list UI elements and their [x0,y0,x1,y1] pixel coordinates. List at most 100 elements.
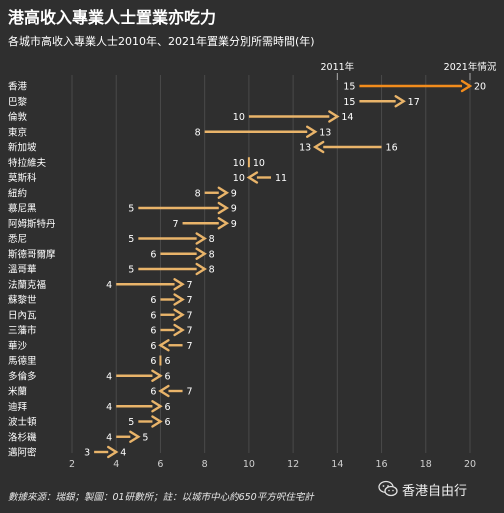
end-value-label: 13 [299,143,311,154]
end-value-label: 6 [164,371,170,382]
wechat-icon [378,480,398,502]
change-arrow-head [173,278,185,291]
change-arrow-head [173,323,185,337]
watermark: 香港自由行 [378,478,504,502]
city-label: 洛杉磯 [8,431,37,443]
start-value-label: 15 [343,82,355,93]
city-label: 法蘭克福 [8,279,46,291]
start-value-label: 16 [386,143,398,154]
end-value-label: 7 [187,310,193,321]
city-label: 東京 [8,126,27,138]
change-arrow-head [151,400,163,413]
change-arrow-head [151,369,163,382]
start-value-label: 5 [128,204,134,215]
change-arrow-head [129,430,141,443]
end-value-label: 5 [142,432,148,443]
end-value-label: 6 [164,417,170,428]
watermark-text: 香港自由行 [402,484,468,499]
end-value-label: 17 [408,97,420,108]
end-value-label: 7 [187,280,193,291]
start-year-label: 2011年 [320,61,354,73]
city-label: 新加坡 [8,142,37,154]
start-value-label: 6 [150,356,156,367]
end-value-label: 4 [120,448,126,459]
change-arrow-head [312,140,325,154]
end-value-label: 10 [233,173,245,184]
start-value-label: 6 [150,295,156,306]
city-label: 三藩市 [8,325,37,337]
change-arrow-head [107,445,119,459]
city-label: 莫斯科 [8,172,37,184]
x-tick-label: 18 [420,459,432,470]
x-tick-label: 2 [69,459,75,470]
change-arrow-head [217,201,230,215]
city-label: 日內瓦 [8,310,37,321]
chart-title: 港高收入專業人士置業亦吃力 [8,8,217,27]
end-value-label: 6 [164,356,170,367]
start-value-label: 4 [106,280,112,291]
x-tick-label: 4 [113,459,119,470]
city-label: 紐約 [8,187,27,199]
end-value-label: 9 [231,188,237,199]
change-arrow-head [394,95,406,108]
end-value-label: 10 [253,158,265,169]
city-label: 邁阿密 [8,447,37,459]
start-value-label: 6 [150,310,156,321]
change-arrow-head [306,125,318,138]
change-arrow-head [195,247,207,260]
end-value-label: 8 [209,234,215,245]
x-tick-label: 6 [157,459,163,470]
start-value-label: 11 [275,173,287,184]
change-arrow-head [173,308,185,321]
city-label: 阿姆斯特丹 [8,218,56,230]
x-tick-label: 14 [331,459,343,470]
change-arrow-head [217,217,230,230]
city-label: 悉尼 [8,233,27,245]
city-label: 香港 [8,81,28,93]
start-value-label: 3 [84,448,90,459]
city-label: 慕尼黑 [8,203,37,215]
start-value-label: 7 [173,219,179,230]
end-value-label: 9 [231,204,237,215]
x-tick-label: 12 [287,459,299,470]
city-label: 馬德里 [8,355,37,367]
end-value-label: 6 [150,341,156,352]
end-value-label: 7 [187,295,193,306]
source-note: 數據來源：瑞銀；製圖：01研數所；註：以城市中心約650平方呎住宅計 [8,492,314,503]
start-value-label: 4 [106,432,112,443]
start-value-label: 5 [128,265,134,276]
x-tick-label: 16 [376,459,388,470]
start-value-label: 5 [128,234,134,245]
end-value-label: 13 [319,127,331,138]
end-value-label: 7 [187,326,193,337]
start-value-label: 7 [187,341,193,352]
start-value-label: 8 [195,127,201,138]
start-value-label: 7 [187,387,193,398]
city-label: 溫哥華 [8,264,37,276]
end-value-label: 14 [341,112,353,123]
start-value-label: 15 [343,97,355,108]
city-label: 波士頓 [8,416,37,428]
city-label: 巴黎 [8,96,28,108]
change-arrow-head [328,110,340,123]
x-tick-label: 20 [464,459,476,470]
start-value-label: 4 [106,402,112,413]
change-arrow-head [195,232,207,245]
start-value-label: 10 [233,112,245,123]
city-label: 米蘭 [8,386,27,398]
change-arrow-head [158,384,170,398]
start-value-label: 4 [106,371,112,382]
start-value-label: 6 [150,326,156,337]
change-arrow-head [173,293,185,306]
city-label: 迪拜 [8,401,28,413]
chart-subtitle: 各城市高收入專業人士2010年、2021年置業分別所需時間(年) [8,35,315,48]
end-value-label: 6 [150,387,156,398]
x-tick-label: 8 [202,459,208,470]
end-value-label: 6 [164,402,170,413]
city-label: 倫敦 [8,111,28,123]
end-value-label: 8 [209,249,215,260]
x-tick-label: 10 [243,459,255,470]
city-label: 特拉維夫 [8,157,47,169]
change-arrow-head [151,415,163,428]
